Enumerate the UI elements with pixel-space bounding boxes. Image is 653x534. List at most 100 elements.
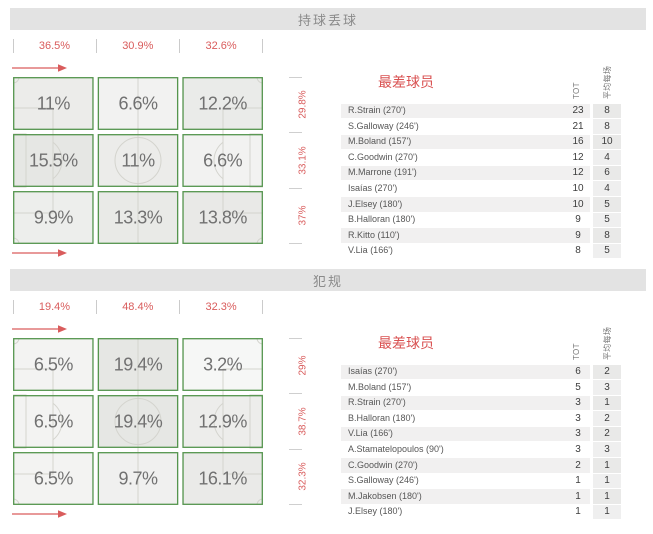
column-divider-tick: [179, 39, 180, 53]
player-avg-per-match: 1: [604, 459, 610, 471]
column-divider-tick: [96, 300, 97, 314]
zone-percent: 12.2%: [198, 93, 247, 113]
table-row: Isaías (270') 10 4: [341, 181, 623, 197]
player-name: M.Jakobsen (180'): [348, 490, 422, 501]
zone-percent: 12.9%: [198, 411, 247, 431]
player-total: 23: [572, 105, 584, 116]
player-total: 10: [572, 182, 584, 194]
zone-percent: 15.5%: [29, 150, 78, 170]
avg-cell-bg: [593, 119, 621, 134]
table-row: B.Halloran (180') 9 5: [341, 212, 623, 228]
row-percent-labels: 29.8% 33.1% 37%: [287, 77, 315, 244]
row-percent: 33.1%: [293, 133, 313, 188]
player-total: 5: [575, 381, 581, 393]
row-divider-tick: [289, 393, 302, 394]
player-avg-per-match: 8: [604, 120, 610, 132]
row-divider-tick: [289, 504, 302, 505]
zone-percent: 11%: [121, 150, 155, 170]
column-percent: 30.9%: [122, 40, 154, 52]
row-divider-tick: [289, 132, 302, 133]
player-total: 3: [575, 412, 581, 424]
column-divider-tick: [262, 39, 263, 53]
player-avg-per-match: 1: [604, 475, 610, 487]
section-title-bar: 犯规: [10, 269, 646, 291]
column-divider-tick: [262, 300, 263, 314]
table-row: V.Lia (166') 3 2: [341, 426, 623, 442]
row-band: [341, 228, 590, 243]
row-divider-tick: [289, 243, 302, 244]
row-band: [341, 458, 590, 473]
avg-cell-bg: [593, 181, 621, 197]
player-name: S.Galloway (246'): [348, 120, 419, 131]
zone-percent: 9.7%: [118, 468, 158, 488]
column-percent: 19.4%: [38, 301, 71, 313]
player-avg-per-match: 1: [604, 490, 610, 502]
player-name: R.Strain (270'): [348, 397, 406, 408]
player-avg-per-match: 5: [604, 214, 610, 226]
column-percent: 32.3%: [205, 301, 237, 313]
avg-cell-bg: [593, 150, 621, 165]
player-total: 9: [575, 214, 581, 226]
player-name: V.Lia (166'): [348, 428, 393, 439]
table-row: C.Goodwin (270') 12 4: [341, 150, 623, 166]
table-row: V.Lia (166') 8 5: [341, 243, 623, 259]
player-total: 10: [572, 198, 584, 210]
avg-cell-bg: [593, 458, 621, 473]
table-row: R.Strain (270') 3 1: [341, 395, 623, 411]
player-avg-per-match: 3: [604, 443, 610, 455]
player-avg-per-match: 1: [604, 397, 610, 409]
table-row: M.Marrone (191') 12 6: [341, 165, 623, 181]
player-name: J.Elsey (180'): [348, 198, 403, 209]
avg-cell-bg: [593, 197, 621, 212]
avg-cell-bg: [593, 212, 621, 228]
player-total: 6: [575, 366, 581, 377]
player-name: M.Boland (157'): [348, 381, 412, 392]
column-divider-tick: [13, 300, 14, 314]
player-total: 1: [575, 475, 581, 487]
player-total: 12: [572, 167, 584, 179]
player-avg-per-match: 8: [604, 229, 610, 241]
player-total: 3: [575, 428, 581, 440]
player-name: M.Marrone (191'): [348, 167, 417, 178]
row-percent-labels: 29% 38.7% 32.3%: [287, 338, 315, 505]
row-percent: 37%: [293, 188, 313, 243]
attack-direction-arrow: [12, 64, 67, 72]
player-avg-per-match: 6: [604, 167, 610, 179]
row-percent-text: 29%: [297, 355, 309, 376]
table-row: R.Strain (270') 23 8: [341, 103, 623, 119]
player-avg-per-match: 4: [604, 151, 610, 163]
avg-cell-bg: [593, 364, 621, 380]
player-name: V.Lia (166'): [348, 245, 393, 256]
table-row: B.Halloran (180') 3 2: [341, 411, 623, 427]
section-title: 持球丢球: [297, 12, 358, 28]
table-row: A.Stamatelopoulos (90') 3 3: [341, 442, 623, 458]
zone-percent: 19.4%: [113, 411, 163, 431]
row-percent: 38.7%: [293, 394, 313, 449]
table-rows: Isaías (270') 6 2 M.Boland (157') 5 3 R.Strain…: [341, 364, 623, 520]
table-row: R.Kitto (110') 9 8: [341, 228, 623, 244]
avg-cell-bg: [593, 489, 621, 504]
column-percent: 36.5%: [38, 40, 71, 52]
column-header-avg-per-match: 平均每场: [603, 326, 612, 360]
row-band: [341, 426, 590, 442]
player-name: R.Strain (270'): [348, 105, 406, 115]
attack-direction-arrow: [12, 510, 67, 518]
row-band: [341, 134, 590, 150]
column-percent: 32.6%: [205, 40, 237, 52]
player-avg-per-match: 8: [604, 105, 610, 116]
player-name: A.Stamatelopoulos (90'): [348, 443, 444, 454]
section-title-bar: 持球丢球: [10, 8, 646, 30]
row-percent-text: 38.7%: [297, 407, 309, 436]
player-total: 9: [575, 229, 581, 241]
zone-percent: 6.5%: [33, 411, 74, 431]
zone-percent: 11%: [36, 93, 71, 113]
player-avg-per-match: 2: [604, 412, 610, 424]
worst-players-table: 最差球员 TOT 平均每场 R.Strain (270') 23 8 S.Gallow…: [341, 66, 623, 264]
table-row: M.Jakobsen (180') 1 1: [341, 489, 623, 505]
zone-percent: 19.4%: [113, 354, 163, 374]
attack-direction-arrow: [12, 325, 67, 333]
column-divider-tick: [179, 300, 180, 314]
column-percent-labels: 19.4% 48.4% 32.3%: [13, 300, 263, 315]
column-header-tot: TOT: [572, 82, 581, 99]
